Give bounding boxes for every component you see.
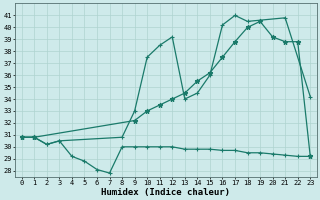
X-axis label: Humidex (Indice chaleur): Humidex (Indice chaleur) — [101, 188, 230, 197]
